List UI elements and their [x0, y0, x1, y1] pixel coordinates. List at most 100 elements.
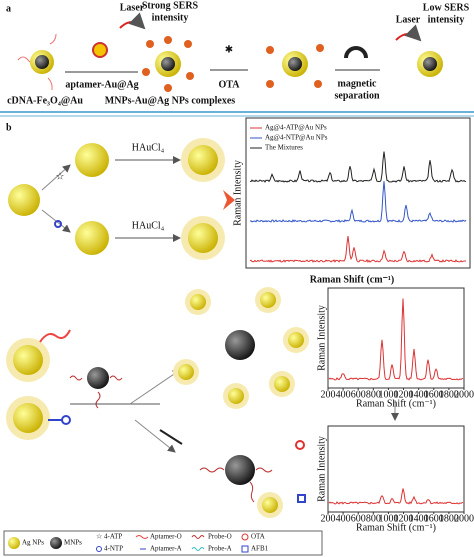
arrow — [134, 419, 176, 453]
ntp-icon — [54, 220, 62, 228]
axis-label: Raman Intensity — [316, 436, 327, 502]
axis-label: Raman Intensity — [316, 305, 327, 371]
legend-label: Ag@4-ATP@Au NPs — [265, 124, 327, 132]
x-tick-label: 1000 — [378, 389, 398, 400]
legend-label: Aptamer-O — [150, 533, 182, 541]
core — [423, 57, 437, 71]
axis-label: Raman Shift (cm⁻¹) — [356, 398, 436, 409]
legend-icon — [135, 535, 149, 539]
legend-icon — [241, 545, 249, 553]
aptamer — [39, 329, 71, 343]
label: HAuCl₄ — [132, 220, 165, 231]
particle — [92, 42, 108, 58]
legend-label: Probe-O — [208, 533, 232, 541]
probe — [199, 467, 273, 503]
label: HAuCl₄ — [132, 142, 165, 153]
spectrum — [249, 151, 467, 183]
mnp — [87, 367, 109, 389]
x-tick-label: 1200 — [394, 513, 414, 524]
label: Laser — [396, 14, 421, 25]
arrow — [129, 369, 181, 405]
legend-label: AFB1 — [251, 545, 269, 553]
x-tick-label: 200 — [321, 389, 336, 400]
label: separation — [335, 90, 380, 101]
x-tick-label: 600 — [351, 389, 366, 400]
label: Low SERS — [423, 2, 470, 13]
legend-box — [3, 530, 323, 556]
label: OTA — [219, 79, 241, 90]
legend-label: 4-NTP — [104, 545, 123, 553]
x-tick-label: 1400 — [409, 389, 429, 400]
legend-icon — [96, 546, 102, 552]
legend-label: Ag@4-NTP@Au NPs — [265, 134, 328, 142]
label: cDNA-Fe₃O₄@Au — [7, 95, 83, 106]
x-tick-label: 1600 — [424, 389, 444, 400]
x-tick-label: 800 — [366, 513, 381, 524]
legend-icon — [191, 547, 205, 551]
particle — [75, 143, 109, 177]
legend-label: OTA — [251, 533, 265, 541]
legend-label: Probe-A — [208, 545, 232, 553]
core — [288, 57, 302, 71]
particle — [13, 403, 43, 433]
spectrum — [249, 181, 467, 223]
particle — [188, 223, 218, 253]
x-tick-label: 2000 — [454, 389, 474, 400]
legend-label: Aptamer-A — [150, 545, 182, 553]
core — [161, 57, 175, 71]
chart-frame — [327, 425, 465, 513]
spectrum — [328, 488, 464, 505]
panel-label: b — [6, 122, 12, 133]
particle — [8, 184, 40, 216]
legend-icon — [191, 535, 205, 539]
label: aptamer-Au@Ag — [65, 79, 138, 90]
x-tick-label: 600 — [351, 513, 366, 524]
label: intensity — [152, 12, 189, 23]
x-tick-label: 200 — [321, 513, 336, 524]
label: Laser — [120, 2, 145, 13]
spectra-frame — [245, 117, 471, 269]
ota-icon — [159, 429, 183, 445]
x-tick-label: 800 — [366, 389, 381, 400]
x-tick-label: 1000 — [378, 513, 398, 524]
x-tick-label: 1600 — [424, 513, 444, 524]
x-tick-label: 400 — [336, 513, 351, 524]
legend-label: MNPs — [64, 539, 82, 547]
dots — [266, 44, 324, 88]
legend-icon: ☆ — [96, 533, 102, 541]
label: Strong SERS — [142, 0, 199, 11]
legend-icon — [50, 537, 62, 549]
satellites — [173, 287, 309, 409]
particle — [75, 221, 109, 255]
panel-a: a cDNA-Fe₃O₄@Au aptamer-Au@Ag Laser Stro… — [6, 0, 470, 106]
legend-icon — [8, 537, 20, 549]
laser-arrow — [119, 12, 146, 30]
label: intensity — [428, 14, 465, 25]
x-tick-label: 1200 — [394, 389, 414, 400]
arrow — [41, 164, 71, 191]
laser-arrow — [395, 24, 422, 42]
ota-icon: ✱ — [225, 44, 233, 55]
x-tick-label: 1800 — [439, 389, 459, 400]
label: magnetic — [338, 78, 377, 89]
probe — [69, 375, 123, 409]
mnp — [225, 455, 255, 485]
x-tick-label: 400 — [336, 389, 351, 400]
spectrum — [249, 236, 467, 263]
particle — [13, 345, 43, 375]
axis-label: Raman Shift (cm⁻¹) — [310, 274, 394, 285]
ota-target — [295, 440, 305, 450]
afb1-target — [297, 494, 306, 503]
core — [35, 55, 49, 69]
spectrum — [328, 298, 464, 381]
axis-label: Raman Intensity — [232, 160, 243, 226]
x-tick-label: 1400 — [409, 513, 429, 524]
x-tick-label: 1800 — [439, 513, 459, 524]
magnet — [344, 46, 368, 59]
x-tick-label: 2000 — [454, 513, 474, 524]
legend-label: Ag NPs — [22, 539, 44, 547]
mnp — [225, 330, 255, 360]
chevron — [223, 190, 235, 210]
label: MNPs-Au@Ag NPs complexes — [105, 95, 236, 106]
